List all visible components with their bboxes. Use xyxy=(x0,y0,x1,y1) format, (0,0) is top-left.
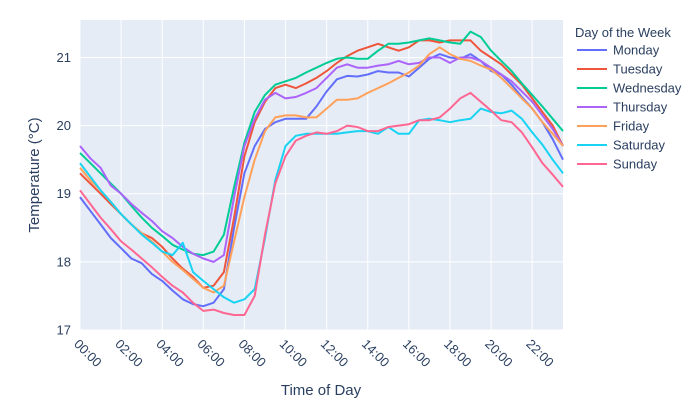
x-axis-ticks: 00:00 02:00 04:00 06:00 08:00 10:00 12:00 14:00… xyxy=(71,336,557,370)
y-tick-label: 21 xyxy=(57,50,71,65)
legend-label-saturday[interactable]: Saturday xyxy=(613,138,666,153)
x-tick-label: 16:00 xyxy=(400,336,434,370)
y-tick-label: 20 xyxy=(57,118,71,133)
legend-label-sunday[interactable]: Sunday xyxy=(613,157,658,172)
x-tick-label: 02:00 xyxy=(112,336,146,370)
x-axis-title: Time of Day xyxy=(281,382,362,399)
legend-label-tuesday[interactable]: Tuesday xyxy=(613,62,663,77)
x-tick-label: 10:00 xyxy=(277,336,311,370)
legend-label-monday[interactable]: Monday xyxy=(613,43,660,58)
legend-label-thursday[interactable]: Thursday xyxy=(613,100,668,115)
y-tick-label: 18 xyxy=(57,254,71,269)
legend-label-wednesday[interactable]: Wednesday xyxy=(613,81,682,96)
legend-label-friday[interactable]: Friday xyxy=(613,119,650,134)
plot-background xyxy=(80,20,563,330)
x-tick-label: 08:00 xyxy=(236,336,270,370)
x-tick-label: 14:00 xyxy=(359,336,393,370)
x-tick-label: 20:00 xyxy=(482,336,516,370)
series-lines xyxy=(79,30,564,316)
legend[interactable]: Monday Tuesday Wednesday Thursday Friday Satu… xyxy=(577,43,682,172)
x-tick-label: 12:00 xyxy=(318,336,352,370)
y-axis-title: Temperature (°C) xyxy=(26,117,43,232)
series-line-sunday xyxy=(79,91,564,316)
x-tick-label: 06:00 xyxy=(194,336,228,370)
legend-title: Day of the Week xyxy=(575,25,671,40)
y-tick-label: 17 xyxy=(57,323,71,338)
x-tick-label: 04:00 xyxy=(153,336,187,370)
x-tick-label: 00:00 xyxy=(71,336,105,370)
y-tick-label: 19 xyxy=(57,186,71,201)
series-line-thursday xyxy=(79,56,564,263)
series-line-wednesday xyxy=(79,30,564,257)
x-tick-label: 18:00 xyxy=(441,336,475,370)
x-tick-label: 22:00 xyxy=(523,336,557,370)
y-axis-ticks: 17 18 19 20 21 xyxy=(57,50,71,338)
series-line-tuesday xyxy=(79,39,564,289)
